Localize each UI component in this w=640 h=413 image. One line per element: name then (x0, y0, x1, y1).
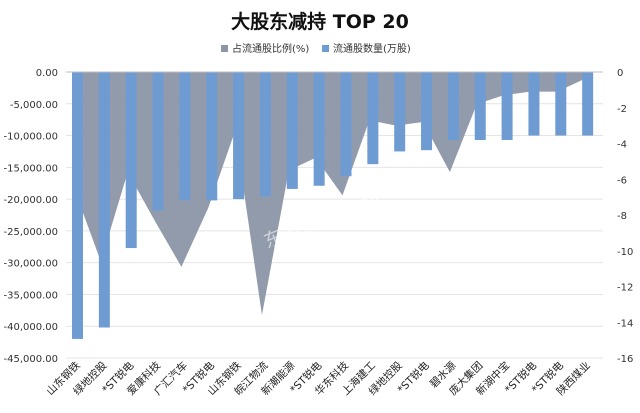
bar-12 (367, 72, 379, 165)
y-left-tick-label: -35,000.00 (3, 290, 58, 301)
bar-7 (233, 72, 245, 200)
bar-8 (259, 72, 271, 197)
y-right-tick-label: 0 (617, 68, 623, 79)
chart-title: 大股东减持 TOP 20 (231, 10, 409, 33)
y-right-tick-label: -10 (617, 247, 633, 258)
y-left-tick-label: 0.00 (36, 68, 58, 79)
bar-14 (421, 72, 433, 151)
bar-16 (474, 72, 486, 141)
y-left-tick-label: -30,000.00 (3, 259, 58, 270)
y-left-tick-label: -20,000.00 (3, 195, 58, 206)
y-right-tick-label: -12 (617, 283, 633, 294)
bar-6 (206, 72, 218, 201)
legend-swatch (322, 45, 329, 52)
bar-4 (152, 72, 164, 211)
bar-20 (582, 72, 594, 136)
bar-19 (555, 72, 567, 136)
legend-label: 占流通股比例(%) (232, 42, 309, 55)
bar-17 (501, 72, 513, 141)
y-right-tick-label: -2 (617, 104, 627, 115)
y-right-tick-label: -4 (617, 140, 627, 151)
bar-18 (528, 72, 540, 136)
bar-2 (98, 72, 110, 328)
bar-15 (447, 72, 459, 141)
bar-11 (340, 72, 352, 177)
y-left-tick-label: -45,000.00 (3, 354, 58, 365)
bar-1 (72, 72, 83, 339)
bar-5 (179, 72, 191, 201)
y-left-tick-label: -25,000.00 (3, 227, 58, 238)
y-right-tick-label: -14 (617, 318, 633, 329)
legend-swatch (221, 45, 228, 52)
bar-3 (125, 72, 137, 249)
y-left-tick-label: -10,000.00 (3, 132, 58, 143)
y-left-tick-label: -5,000.00 (10, 100, 58, 111)
y-right-tick-label: -16 (617, 354, 633, 365)
bar-9 (286, 72, 298, 189)
y-right-tick-label: -6 (617, 175, 627, 186)
bar-13 (394, 72, 406, 152)
legend-label: 流通股数量(万股) (333, 42, 411, 55)
y-right-tick-label: -8 (617, 211, 627, 222)
bar-10 (313, 72, 325, 186)
y-left-tick-label: -40,000.00 (3, 322, 58, 333)
y-left-tick-label: -15,000.00 (3, 163, 58, 174)
